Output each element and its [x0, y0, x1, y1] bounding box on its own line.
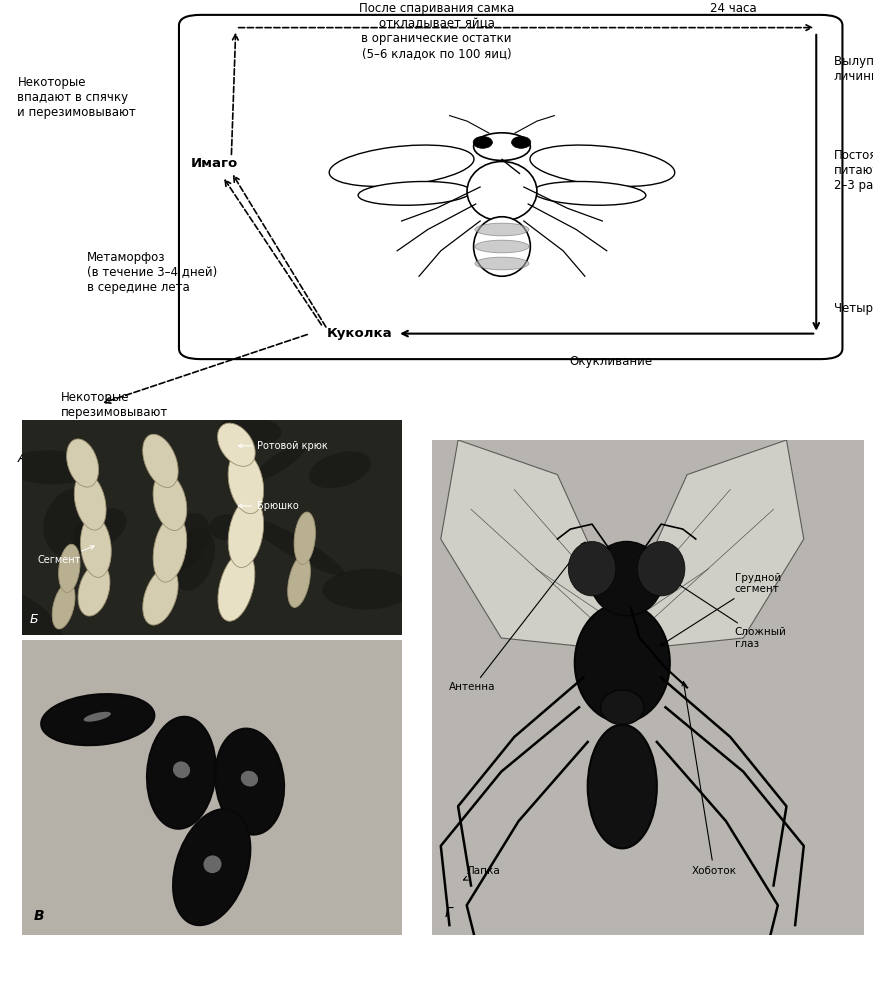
Ellipse shape	[142, 434, 178, 487]
Text: Некоторые
впадают в спячку
и перезимовывают: Некоторые впадают в спячку и перезимовыв…	[17, 76, 136, 119]
Ellipse shape	[294, 512, 315, 564]
Ellipse shape	[155, 513, 210, 574]
Ellipse shape	[253, 444, 306, 481]
Ellipse shape	[245, 517, 345, 576]
Text: Некоторые
перезимовывают: Некоторые перезимовывают	[61, 391, 168, 419]
Text: Постоянно
питаются;
2–3 раза линяют: Постоянно питаются; 2–3 раза линяют	[834, 149, 873, 192]
Ellipse shape	[475, 223, 529, 236]
Ellipse shape	[574, 603, 670, 722]
Ellipse shape	[173, 761, 190, 778]
Ellipse shape	[153, 516, 187, 582]
Ellipse shape	[58, 544, 80, 592]
Ellipse shape	[72, 508, 127, 551]
Ellipse shape	[473, 217, 531, 276]
Ellipse shape	[210, 514, 244, 540]
Text: Б: Б	[30, 613, 38, 626]
Ellipse shape	[322, 569, 412, 610]
Ellipse shape	[84, 712, 111, 722]
Ellipse shape	[216, 729, 284, 835]
Ellipse shape	[475, 240, 529, 253]
Text: Брюшко: Брюшко	[238, 501, 299, 511]
Text: 24 часа: 24 часа	[710, 2, 757, 15]
Text: Г: Г	[445, 906, 453, 920]
Ellipse shape	[218, 416, 281, 445]
Polygon shape	[441, 440, 618, 648]
Ellipse shape	[143, 568, 178, 625]
Ellipse shape	[588, 725, 656, 848]
Text: Окукливание: Окукливание	[569, 355, 653, 368]
Ellipse shape	[7, 450, 94, 484]
Ellipse shape	[228, 498, 264, 567]
Ellipse shape	[309, 451, 371, 488]
Ellipse shape	[530, 145, 675, 186]
Text: Грудной
сегмент: Грудной сегмент	[660, 573, 780, 646]
Ellipse shape	[473, 133, 531, 160]
Ellipse shape	[74, 473, 107, 530]
Ellipse shape	[512, 136, 531, 148]
Text: Антенна: Антенна	[450, 542, 585, 692]
Ellipse shape	[637, 541, 685, 596]
Text: После спаривания самка
откладывает яйца
в органические остатки
(5–6 кладок по 10: После спаривания самка откладывает яйца …	[359, 2, 514, 60]
Ellipse shape	[80, 516, 111, 577]
Ellipse shape	[52, 583, 75, 629]
Text: Четыре дня: Четыре дня	[834, 302, 873, 315]
Ellipse shape	[173, 809, 251, 925]
Ellipse shape	[601, 690, 644, 725]
Ellipse shape	[41, 694, 155, 745]
Text: Куколка: Куколка	[327, 327, 393, 340]
Ellipse shape	[78, 564, 110, 616]
Ellipse shape	[568, 541, 615, 596]
Ellipse shape	[147, 717, 216, 829]
Ellipse shape	[153, 473, 187, 530]
Ellipse shape	[467, 161, 537, 221]
Text: Вылупляются очень мелкие
личинки: Вылупляются очень мелкие личинки	[834, 55, 873, 83]
Ellipse shape	[241, 771, 258, 787]
Ellipse shape	[0, 587, 62, 644]
Text: В: В	[33, 909, 44, 923]
Ellipse shape	[228, 451, 264, 514]
Text: Ротовой крюк: Ротовой крюк	[238, 441, 328, 451]
Text: Метаморфоз
(в течение 3–4 дней)
в середине лета: Метаморфоз (в течение 3–4 дней) в середи…	[87, 250, 217, 294]
Ellipse shape	[329, 145, 474, 186]
Ellipse shape	[173, 527, 215, 591]
FancyBboxPatch shape	[179, 15, 842, 359]
Text: Лапка: Лапка	[464, 866, 500, 880]
Ellipse shape	[203, 855, 222, 873]
Text: Хоботок: Хоботок	[682, 682, 737, 876]
Ellipse shape	[66, 439, 99, 487]
Ellipse shape	[533, 181, 646, 205]
Ellipse shape	[358, 181, 471, 205]
Ellipse shape	[475, 257, 529, 270]
Text: Сложный
глаз: Сложный глаз	[673, 581, 787, 649]
Polygon shape	[627, 440, 804, 648]
Ellipse shape	[44, 488, 101, 557]
Ellipse shape	[590, 541, 663, 616]
Text: Сегмент: Сегмент	[37, 546, 94, 565]
Ellipse shape	[473, 136, 492, 148]
Ellipse shape	[218, 552, 255, 621]
Text: Имаго: Имаго	[190, 157, 237, 170]
Ellipse shape	[217, 423, 255, 466]
Text: А: А	[17, 450, 27, 464]
Ellipse shape	[288, 555, 311, 607]
